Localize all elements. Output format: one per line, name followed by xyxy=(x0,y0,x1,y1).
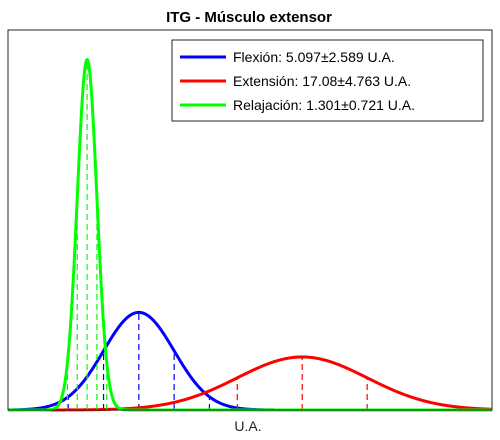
x-axis-label: U.A. xyxy=(234,418,261,434)
legend-label-flexion: Flexión: 5.097±2.589 U.A. xyxy=(233,49,395,65)
legend: Flexión: 5.097±2.589 U.A. Extensión: 17.0… xyxy=(171,39,484,122)
chart-title: ITG - Músculo extensor xyxy=(166,9,332,26)
axes-box xyxy=(7,29,493,411)
legend-label-extension: Extensión: 17.08±4.763 U.A. xyxy=(233,73,411,89)
legend-label-relajacion: Relajación: 1.301±0.721 U.A. xyxy=(233,97,415,113)
